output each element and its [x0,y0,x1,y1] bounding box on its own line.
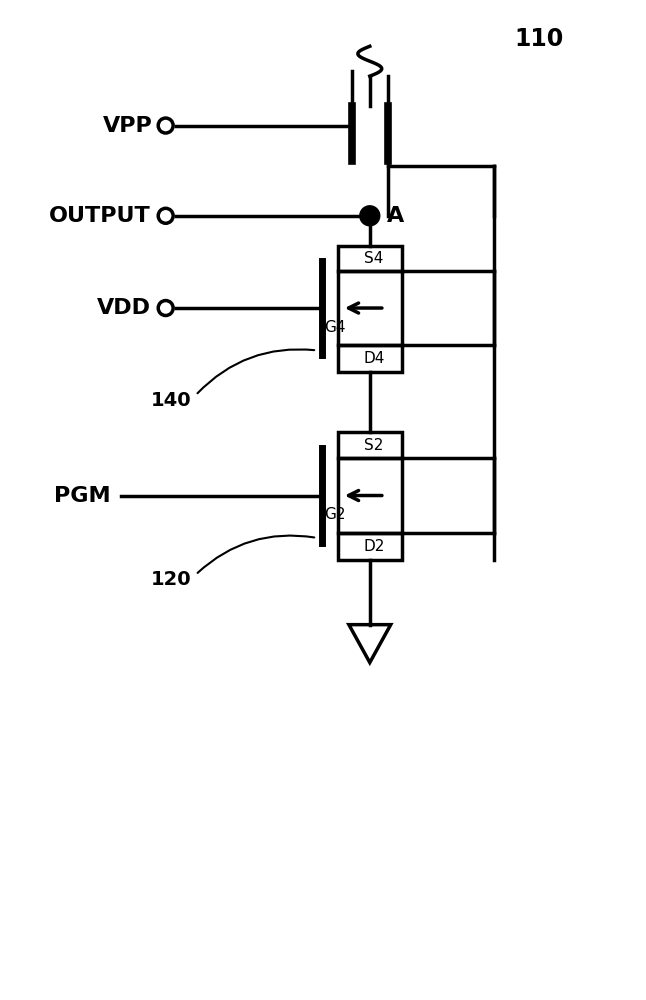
Bar [338,271,402,345]
Bar [338,458,402,533]
Text: VDD: VDD [97,298,151,318]
Text: 140: 140 [151,391,191,410]
Text: G4: G4 [324,320,346,335]
Text: D4: D4 [363,351,384,366]
Text: S2: S2 [364,438,384,453]
Text: 120: 120 [151,570,191,589]
Bar [338,533,402,560]
Text: PGM: PGM [54,486,111,506]
Bar [338,246,402,271]
Text: 110: 110 [514,27,563,51]
Text: G2: G2 [324,507,346,522]
Text: S4: S4 [364,251,384,266]
Text: VPP: VPP [103,116,152,136]
Bar [338,345,402,372]
Text: OUTPUT: OUTPUT [49,206,151,226]
Bar [338,432,402,458]
Circle shape [360,206,380,226]
Text: A: A [387,206,404,226]
Text: D2: D2 [363,539,384,554]
